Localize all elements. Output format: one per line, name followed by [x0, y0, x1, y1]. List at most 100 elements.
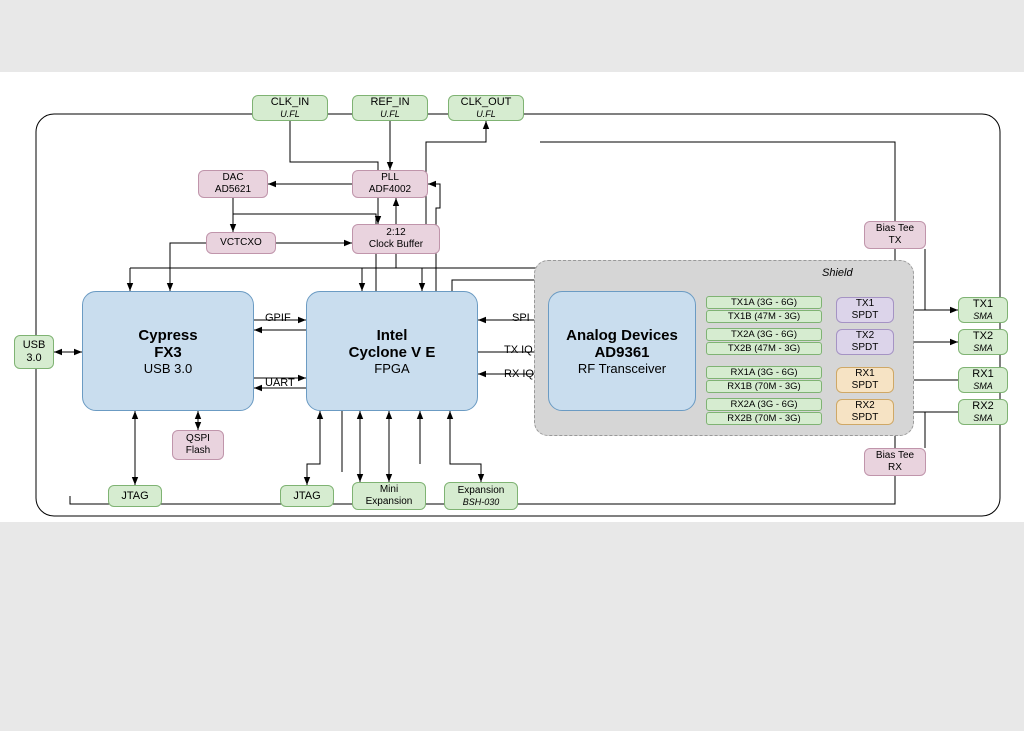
node-line: QSPI	[186, 433, 210, 445]
node-rx2_spdt: RX2SPDT	[836, 399, 894, 425]
strip-label: RX1B (70M - 3G)	[727, 381, 800, 392]
node-rx1b: RX1B (70M - 3G)	[706, 380, 822, 393]
node-ref_in: REF_INU.FL	[352, 95, 428, 121]
node-line: RX2	[972, 400, 993, 413]
node-line: TX2	[973, 330, 993, 343]
node-sub: U.FL	[476, 109, 496, 120]
node-tx1_spdt: TX1SPDT	[836, 297, 894, 323]
node-line: JTAG	[121, 490, 148, 503]
node-sub: SMA	[973, 343, 993, 354]
edge-label-txiq: TX IQ	[504, 344, 533, 356]
node-clk_out: CLK_OUTU.FL	[448, 95, 524, 121]
node-usb: USB3.0	[14, 335, 54, 369]
node-line: TX2	[856, 330, 874, 342]
node-line: Bias Tee	[876, 450, 914, 462]
node-line: USB	[23, 339, 46, 352]
node-vctcxo: VCTCXO	[206, 232, 276, 254]
node-line: CLK_IN	[271, 96, 310, 109]
node-fx3: CypressFX3USB 3.0	[82, 291, 254, 411]
node-sub: SMA	[973, 311, 993, 322]
node-line: Flash	[186, 445, 210, 457]
edge-label-rxiq: RX IQ	[504, 368, 534, 380]
node-line: TX	[889, 235, 902, 247]
node-line: RX	[888, 462, 902, 474]
node-tx1a: TX1A (3G - 6G)	[706, 296, 822, 309]
node-bias_rx: Bias TeeRX	[864, 448, 926, 476]
node-sub1: FX3	[154, 344, 182, 361]
node-pll: PLLADF4002	[352, 170, 428, 198]
node-rx1a: RX1A (3G - 6G)	[706, 366, 822, 379]
node-line: VCTCXO	[220, 237, 262, 249]
node-clk_in: CLK_INU.FL	[252, 95, 328, 121]
node-line: SPDT	[852, 310, 879, 322]
strip-label: RX2A (3G - 6G)	[730, 399, 797, 410]
node-line: DAC	[222, 172, 243, 184]
node-line: JTAG	[293, 490, 320, 503]
node-sub: SMA	[973, 413, 993, 424]
block-diagram: ShieldUSB3.0CypressFX3USB 3.0IntelCyclon…	[0, 72, 1024, 522]
edge-label-spi: SPI	[512, 312, 530, 324]
node-line: Bias Tee	[876, 223, 914, 235]
node-sub2: USB 3.0	[144, 361, 192, 376]
edge-label-uart: UART	[265, 377, 295, 389]
node-line: Clock Buffer	[369, 239, 423, 251]
node-tx2_spdt: TX2SPDT	[836, 329, 894, 355]
node-line: TX1	[856, 298, 874, 310]
node-qspi: QSPIFlash	[172, 430, 224, 460]
edge-label-gpif: GPIF	[265, 312, 291, 324]
node-sub2: FPGA	[374, 361, 409, 376]
node-rx2_sma: RX2SMA	[958, 399, 1008, 425]
strip-label: TX2A (3G - 6G)	[731, 329, 797, 340]
node-line: SPDT	[852, 412, 879, 424]
strip-label: RX1A (3G - 6G)	[730, 367, 797, 378]
node-ad9361: Analog DevicesAD9361RF Transceiver	[548, 291, 696, 411]
node-line: SPDT	[852, 380, 879, 392]
node-title: Intel	[377, 327, 408, 344]
node-exp: ExpansionBSH-030	[444, 482, 518, 510]
node-tx2b: TX2B (47M - 3G)	[706, 342, 822, 355]
node-tx1_sma: TX1SMA	[958, 297, 1008, 323]
node-line: RX1	[972, 368, 993, 381]
node-line: SPDT	[852, 342, 879, 354]
node-line: AD5621	[215, 184, 251, 196]
node-miniexp: MiniExpansion	[352, 482, 426, 510]
node-rx2a: RX2A (3G - 6G)	[706, 398, 822, 411]
node-sub: U.FL	[380, 109, 400, 120]
strip-label: TX2B (47M - 3G)	[728, 343, 800, 354]
node-clkbuf: 2:12Clock Buffer	[352, 224, 440, 254]
node-sub: U.FL	[280, 109, 300, 120]
node-line: PLL	[381, 172, 399, 184]
node-tx2a: TX2A (3G - 6G)	[706, 328, 822, 341]
node-line: REF_IN	[370, 96, 409, 109]
node-line: RX1	[855, 368, 874, 380]
node-rx1_spdt: RX1SPDT	[836, 367, 894, 393]
node-line: CLK_OUT	[461, 96, 512, 109]
node-sub1: Cyclone V E	[349, 344, 436, 361]
node-fpga: IntelCyclone V EFPGA	[306, 291, 478, 411]
node-title: Cypress	[138, 327, 197, 344]
node-line: Expansion	[366, 496, 413, 508]
node-sub: SMA	[973, 381, 993, 392]
node-rx2b: RX2B (70M - 3G)	[706, 412, 822, 425]
node-jtag1: JTAG	[108, 485, 162, 507]
node-line: 3.0	[26, 352, 41, 365]
node-line: Mini	[380, 484, 398, 496]
node-line: 2:12	[386, 227, 405, 239]
node-tx1b: TX1B (47M - 3G)	[706, 310, 822, 323]
node-line: Expansion	[458, 485, 505, 497]
node-line: RX2	[855, 400, 874, 412]
node-rx1_sma: RX1SMA	[958, 367, 1008, 393]
node-sub2: RF Transceiver	[578, 361, 666, 376]
strip-label: RX2B (70M - 3G)	[727, 413, 800, 424]
node-bias_tx: Bias TeeTX	[864, 221, 926, 249]
node-sub: BSH-030	[463, 497, 500, 508]
node-dac: DACAD5621	[198, 170, 268, 198]
strip-label: TX1A (3G - 6G)	[731, 297, 797, 308]
node-jtag2: JTAG	[280, 485, 334, 507]
node-title: Analog Devices	[566, 327, 678, 344]
node-line: TX1	[973, 298, 993, 311]
node-sub1: AD9361	[594, 344, 649, 361]
node-line: ADF4002	[369, 184, 411, 196]
shield-label: Shield	[822, 268, 853, 279]
node-tx2_sma: TX2SMA	[958, 329, 1008, 355]
